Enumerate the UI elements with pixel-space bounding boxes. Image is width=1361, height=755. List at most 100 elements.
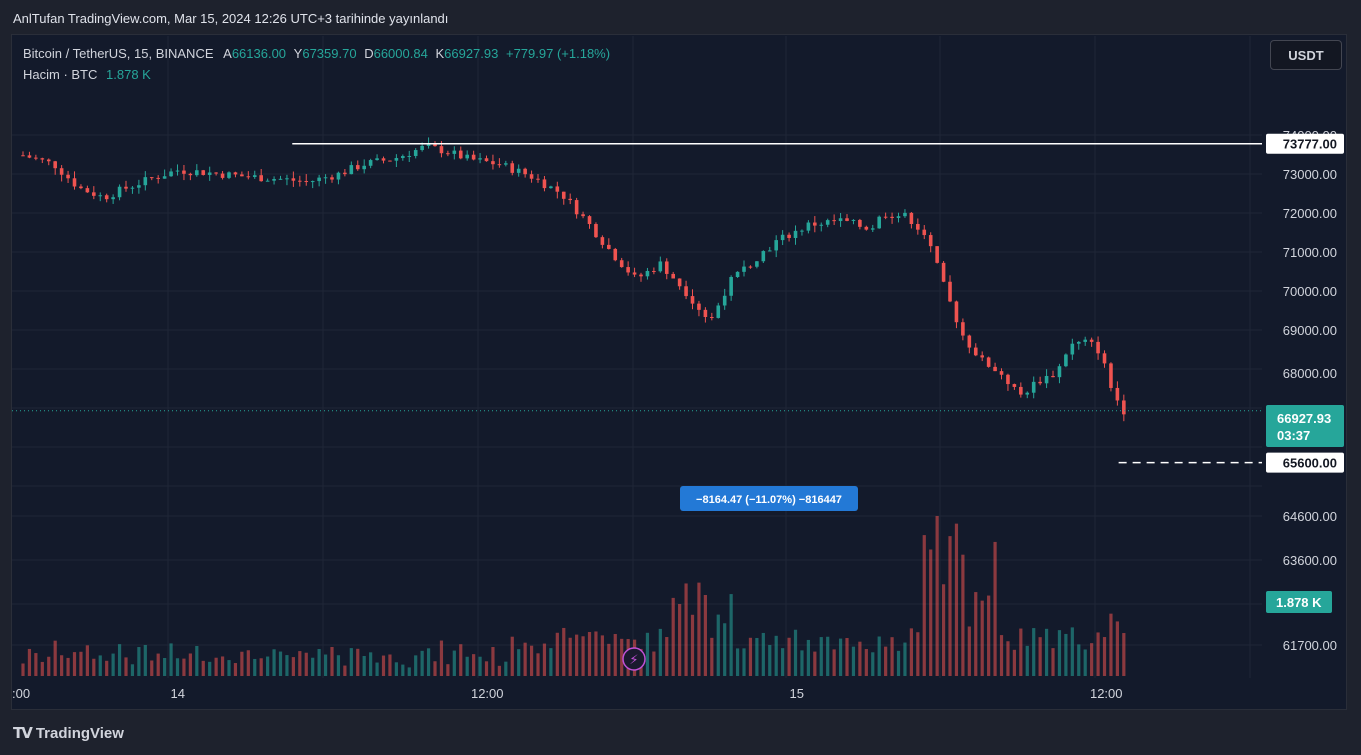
volume-bar (323, 654, 328, 676)
candle-body (79, 186, 83, 189)
volume-bar (658, 628, 662, 676)
currency-button[interactable]: USDT (1270, 40, 1342, 70)
candle-body (967, 335, 972, 348)
volume-bar (587, 632, 592, 676)
volume-bar (137, 647, 141, 676)
chart-pane[interactable] (11, 34, 1347, 710)
candle-body (510, 163, 515, 173)
candle-body (1006, 374, 1010, 385)
candle-body (1038, 381, 1042, 384)
candle-body (246, 176, 251, 178)
candle-body (59, 168, 64, 175)
candle-body (819, 224, 824, 226)
candle-body (999, 371, 1004, 375)
candle-body (697, 303, 701, 310)
candle-body (162, 176, 167, 179)
volume-bar (793, 629, 798, 676)
volume-bar (1025, 645, 1029, 676)
price-axis-tick: 61700.00 (1283, 638, 1337, 653)
candle-body (137, 185, 141, 188)
candle-body (285, 178, 289, 180)
candle-body (903, 212, 907, 217)
candle-body (169, 171, 173, 177)
candle-body (66, 174, 70, 179)
candle-body (272, 178, 276, 181)
volume-bar (1051, 648, 1055, 676)
candle-body (407, 155, 412, 157)
price-axis-tick: 70000.00 (1283, 284, 1337, 299)
volume-bar (562, 627, 566, 676)
candle-body (626, 267, 630, 273)
candle-body (156, 177, 160, 179)
candle-body (458, 150, 463, 159)
volume-bar (182, 658, 186, 676)
candle-body (388, 160, 392, 162)
candle-body (240, 174, 244, 177)
candle-body (742, 266, 746, 272)
volume-bar (1019, 628, 1023, 676)
candle-body (278, 178, 283, 180)
volume-bar (304, 652, 308, 676)
candle-body (426, 144, 431, 146)
volume-bar (941, 584, 946, 676)
time-axis-tick: :00 (12, 686, 30, 701)
candle-body (581, 214, 585, 217)
volume-bar (484, 661, 489, 676)
candle-body (1031, 381, 1036, 393)
candle-body (973, 347, 978, 356)
volume-bar (523, 642, 527, 676)
volume-bar (890, 637, 894, 676)
volume-bar (311, 657, 315, 676)
volume-bar (188, 653, 192, 676)
candle-body (710, 317, 714, 319)
volume-bar (1115, 621, 1119, 676)
volume-bar (124, 657, 128, 676)
volume-bar (999, 635, 1004, 676)
volume-bars (21, 516, 1126, 676)
volume-bar (665, 637, 669, 676)
volume-bar (826, 636, 830, 676)
volume-bar (1090, 643, 1094, 676)
volume-bar (645, 632, 650, 676)
candle-body (1070, 343, 1075, 355)
candle-body (948, 281, 952, 302)
volume-bar (871, 652, 875, 676)
candle-body (304, 181, 309, 183)
lightning-badge (622, 647, 646, 671)
candle-body (265, 180, 270, 182)
countdown-label: 03:37 (1277, 428, 1310, 443)
candle-body (375, 158, 379, 161)
volume-bar (27, 648, 32, 676)
candle-body (607, 244, 611, 249)
candle-body (465, 154, 469, 159)
candle-body (928, 235, 933, 247)
time-axis-tick: 14 (171, 686, 185, 701)
time-axis-tick: 12:00 (1090, 686, 1123, 701)
candle-body (504, 163, 508, 165)
tradingview-logo-icon: 𝗧𝗩 (13, 725, 33, 742)
volume-bar (117, 644, 122, 676)
candle-body (439, 146, 444, 154)
volume-bar (1096, 632, 1100, 676)
volume-bar (1122, 633, 1126, 676)
candle-body (413, 150, 418, 156)
candle-body (46, 159, 51, 162)
volume-bar (407, 667, 411, 676)
candle-body (1096, 341, 1100, 354)
tradingview-brand[interactable]: 𝗧𝗩 TradingView (13, 724, 124, 743)
volume-bar (1064, 633, 1068, 676)
candle-body (1064, 354, 1068, 367)
price-axis-tick: 73000.00 (1283, 167, 1337, 182)
volume-bar (1012, 649, 1016, 676)
candle-body (471, 154, 476, 160)
high-line-label: 73777.00 (1283, 137, 1337, 152)
candle-body (220, 173, 225, 178)
volume-bar (98, 655, 102, 676)
volume-badge-box (1266, 591, 1332, 613)
candle-body (536, 178, 540, 180)
close-label: K (435, 46, 445, 61)
volume-bar (85, 645, 89, 676)
candle-body (993, 366, 997, 372)
volume-bar (79, 651, 83, 676)
